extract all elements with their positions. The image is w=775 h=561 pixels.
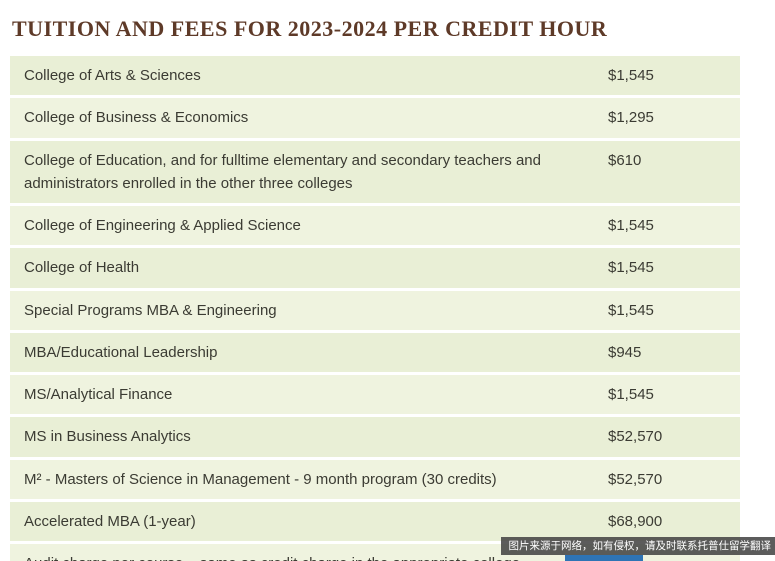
row-label: MBA/Educational Leadership: [24, 343, 218, 361]
row-value: $1,545: [608, 301, 654, 319]
row-label: College of Business & Economics: [24, 109, 249, 127]
row-value: $1,545: [608, 217, 654, 234]
row-label: College of Education, and for fulltime e…: [24, 151, 541, 192]
table-row: College of Arts & Sciences $1,545: [10, 56, 740, 96]
table-row: M² - Masters of Science in Management - …: [10, 459, 740, 499]
table-row: College of Engineering & Applied Science…: [10, 206, 740, 246]
row-label: College of Engineering & Applied Science: [24, 217, 301, 234]
watermark: 图片来源于网络，如有侵权，请及时联系托普仕留学翻译: [500, 537, 775, 555]
row-label: M² - Masters of Science in Management - …: [24, 470, 497, 488]
row-label: College of Health: [24, 259, 140, 277]
row-value: $1,545: [608, 67, 654, 84]
page-title: TUITION AND FEES FOR 2023-2024 PER CREDI…: [12, 16, 608, 41]
row-value: $1,295: [608, 109, 654, 127]
row-label: MS/Analytical Finance: [24, 386, 173, 403]
table-row: College of Education, and for fulltime e…: [10, 140, 740, 203]
row-value: $610: [608, 151, 642, 169]
row-value: $52,570: [608, 428, 663, 446]
row-label: College of Arts & Sciences: [24, 67, 201, 84]
row-label: Accelerated MBA (1-year): [24, 512, 196, 530]
table-row: Accelerated MBA (1-year) $68,900: [10, 501, 740, 541]
table-row: Special Programs MBA & Engineering $1,545: [10, 290, 740, 330]
row-value: $52,570: [608, 470, 663, 488]
table-row: MBA/Educational Leadership $945: [10, 332, 740, 372]
row-value: $945: [608, 343, 642, 361]
row-label: MS in Business Analytics: [24, 428, 191, 446]
table-row: MS in Business Analytics $52,570: [10, 417, 740, 457]
row-label: Audit charge per course – same as credit…: [24, 552, 608, 561]
tuition-fee-table: College of Arts & Sciences $1,545 College …: [10, 56, 740, 561]
table-row: College of Business & Economics $1,295: [10, 98, 740, 138]
table-row: MS/Analytical Finance $1,545: [10, 375, 740, 415]
row-value: $1,545: [608, 259, 654, 277]
row-value: $68,900: [608, 512, 663, 530]
table-row: College of Health $1,545: [10, 248, 740, 288]
row-value: $1,545: [608, 386, 654, 403]
bottom-blue-bar: [565, 555, 643, 561]
row-label: Special Programs MBA & Engineering: [24, 301, 277, 319]
watermark-text: 图片来源于网络，如有侵权，请及时联系托普仕留学翻译: [508, 540, 772, 552]
